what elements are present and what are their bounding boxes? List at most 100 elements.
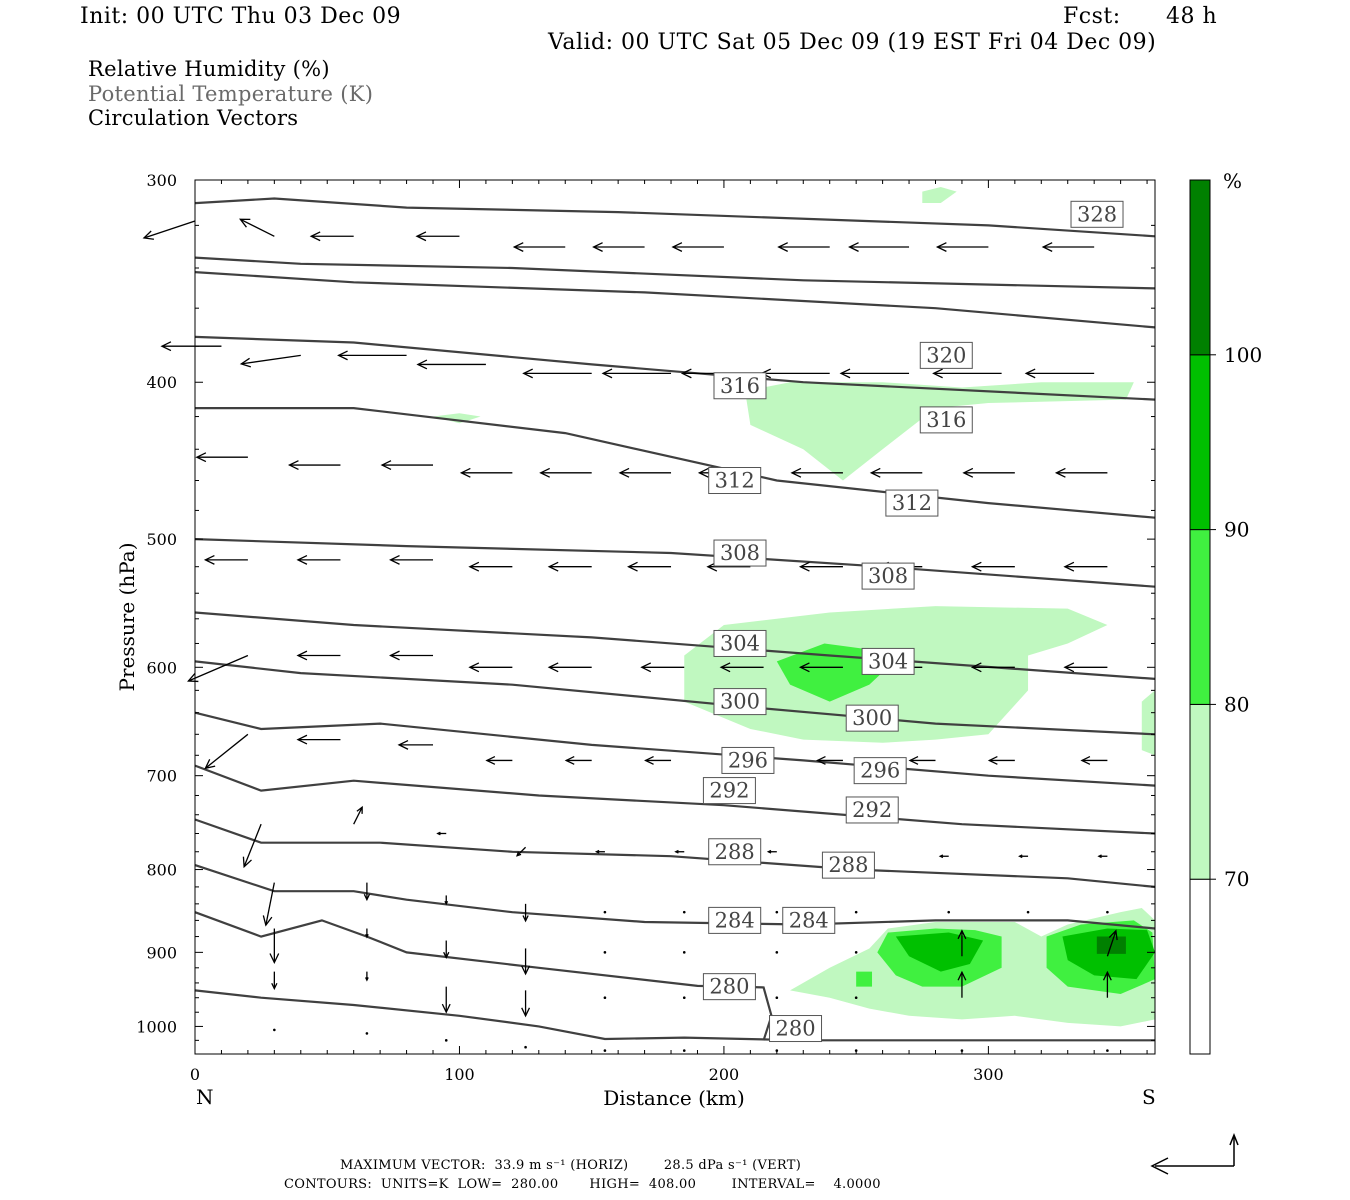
contour-label: 328 [1077, 202, 1117, 226]
contour-label-box [861, 647, 915, 675]
vector-dot [682, 951, 686, 954]
contour-label-box [782, 906, 836, 934]
contour-label-box [845, 704, 899, 732]
vector-arrow-head [142, 230, 155, 240]
y-tick-label: 800 [146, 861, 177, 880]
vector-arrow-head [957, 929, 967, 940]
contour-label: 304 [720, 631, 760, 655]
vector-arrow-head [485, 755, 496, 765]
contour-label-box [702, 777, 756, 805]
contour-label: 304 [868, 649, 908, 673]
vector-dot [1026, 910, 1030, 914]
vector-arrow-head [592, 242, 603, 252]
vector-dot [603, 996, 607, 1000]
contour-label: 296 [860, 759, 900, 783]
vector-arrow [241, 354, 301, 365]
theta-contour-300 [194, 660, 1156, 736]
vector-arrow-head [443, 951, 450, 960]
vector-arrow-head [296, 554, 308, 565]
contour-label: 308 [720, 541, 760, 565]
vector-arrow-head [1102, 970, 1112, 981]
y-tick-label: 900 [146, 943, 177, 962]
theta-contour-308 [194, 538, 1156, 588]
contour-label: 280 [709, 975, 749, 999]
contour-label-box [713, 688, 767, 716]
colorbar-segment [1189, 878, 1211, 1055]
vector-arrow-head [848, 242, 859, 252]
vector-dot [682, 910, 686, 914]
contour-label-box [861, 562, 915, 590]
vector-arrow-head [766, 849, 772, 854]
humidity-shading [433, 186, 1155, 1027]
valid-time: Valid: 00 UTC Sat 05 Dec 09 (19 EST Fri … [548, 30, 1157, 55]
vector-arrow [243, 823, 262, 867]
contour-label-box [1070, 200, 1124, 228]
vector-arrow-head [204, 759, 216, 770]
vector-arrow-head [697, 467, 709, 478]
vector-arrow-head [594, 849, 600, 854]
colorbar-tick-label: 100 [1224, 343, 1262, 367]
theta-contour-284 [194, 911, 773, 1041]
vector-arrow-head [957, 970, 967, 981]
vector-arrow-head [516, 851, 522, 857]
humidity-region [895, 932, 984, 972]
vector-dot [444, 1039, 448, 1042]
init-time: Init: 00 UTC Thu 03 Dec 09 [80, 4, 402, 29]
vector-arrow-head [242, 856, 252, 869]
vector-arrow [516, 846, 527, 857]
vector-arrow-head [287, 460, 299, 470]
vector-arrow-head [389, 650, 400, 661]
vector-arrow-head [1108, 929, 1118, 941]
y-tick-label: 500 [146, 530, 177, 549]
vector-dot [682, 1049, 686, 1052]
contour-label-box [708, 467, 762, 495]
vector-arrow-head [547, 662, 559, 673]
vector-arrow-head [962, 467, 974, 478]
vector-dot [603, 910, 607, 914]
x-tick-label: 200 [709, 1065, 740, 1084]
vector-arrow-head [935, 242, 947, 252]
vector-arrow-head [269, 953, 280, 965]
vector-arrow-head [239, 357, 252, 368]
colorbar-tick-label: 80 [1224, 692, 1249, 716]
vector-arrow-head [601, 368, 613, 379]
vector-arrow-head [1063, 561, 1075, 572]
y-tick-label: 600 [146, 658, 177, 677]
vector-dot [365, 1032, 369, 1035]
vector-arrow [265, 882, 275, 926]
contour-label: 300 [720, 690, 760, 714]
vector-arrow-head [356, 805, 363, 814]
vector-arrow-head [644, 755, 654, 765]
vector-arrow-head [444, 900, 449, 906]
vector-arrow-head [512, 242, 524, 252]
theta-contour-296 [194, 711, 1156, 787]
vector-arrow-head [539, 467, 550, 478]
vector-arrow-head [1080, 755, 1091, 765]
vector-arrow-head [262, 915, 273, 927]
vector-arrow-head [363, 893, 371, 902]
vector-arrow-head [160, 341, 172, 352]
forecast-hours: 48 h [1166, 4, 1218, 29]
contour-label-box [708, 906, 762, 934]
vector-arrow-head [296, 650, 308, 661]
vector-arrow-head [389, 554, 400, 565]
vector-arrow-head [203, 554, 215, 565]
vector-dot [524, 1045, 527, 1049]
contour-label-box [919, 341, 973, 369]
contour-label: 284 [715, 908, 755, 932]
x-axis-label: Distance (km) [603, 1086, 745, 1110]
plot-frame [194, 179, 1156, 1055]
contour-label: 308 [868, 564, 908, 588]
vector-arrow-head [680, 368, 692, 379]
y-axis-label: Pressure (hPa) [115, 543, 139, 692]
theta-contour-320 [194, 271, 1156, 329]
vector-dot [273, 1028, 276, 1032]
vector-arrow-head [1054, 467, 1066, 478]
vector-arrow-head [1041, 242, 1053, 252]
maximum-vector-note: MAXIMUM VECTOR: 33.9 m s⁻¹ (HORIZ) 28.5 … [340, 1158, 802, 1173]
y-tick-label: 1000 [136, 1017, 177, 1036]
vector-arrow [143, 220, 196, 239]
vector-arrow-head [932, 368, 943, 379]
vector-arrow [1106, 930, 1117, 957]
colorbar-segment [1189, 179, 1211, 356]
